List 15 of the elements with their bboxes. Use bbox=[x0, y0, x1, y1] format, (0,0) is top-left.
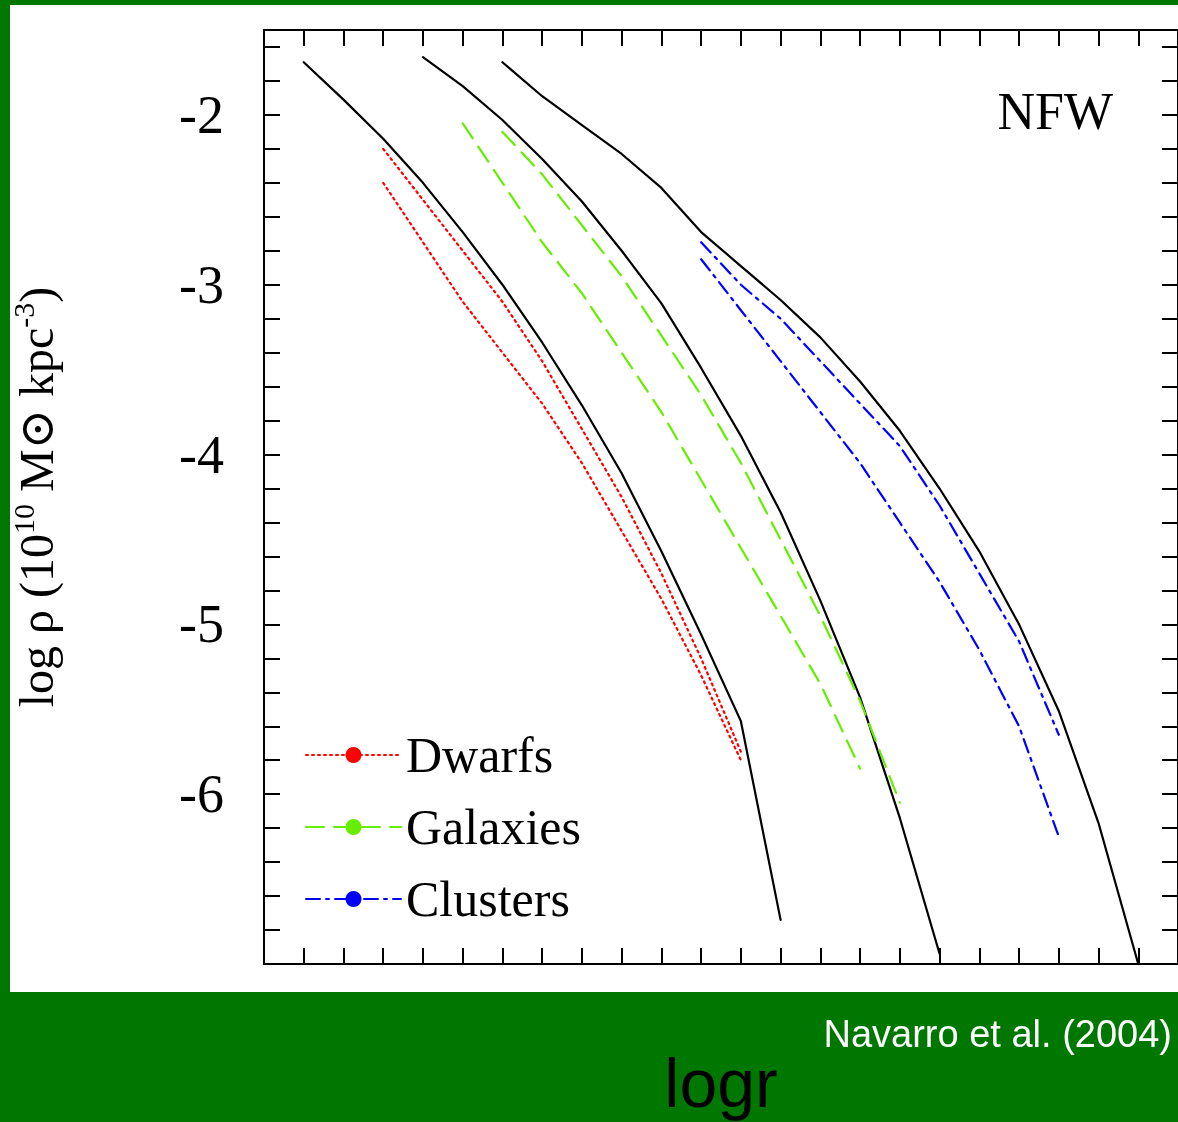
y-tick-label: -5 bbox=[179, 594, 224, 655]
legend-label: Dwarfs bbox=[406, 727, 554, 783]
y-tick-label: -3 bbox=[179, 254, 224, 315]
line-series bbox=[700, 241, 1060, 736]
line-series bbox=[700, 258, 1060, 838]
y-tick-label: -2 bbox=[179, 84, 224, 145]
y-axis-title: log ρ (1010 M⊙ kpc-3) bbox=[6, 286, 64, 708]
y-tick-label: -6 bbox=[179, 764, 224, 825]
annotation: NFW bbox=[997, 82, 1114, 140]
line-series bbox=[302, 61, 782, 921]
x-axis-title: logr bbox=[664, 1045, 778, 1121]
legend-label: Clusters bbox=[406, 871, 570, 927]
legend-label: Galaxies bbox=[406, 799, 581, 855]
y-tick-label: -4 bbox=[179, 424, 224, 485]
text: Navarro et al. (2004) bbox=[823, 1013, 1173, 1055]
